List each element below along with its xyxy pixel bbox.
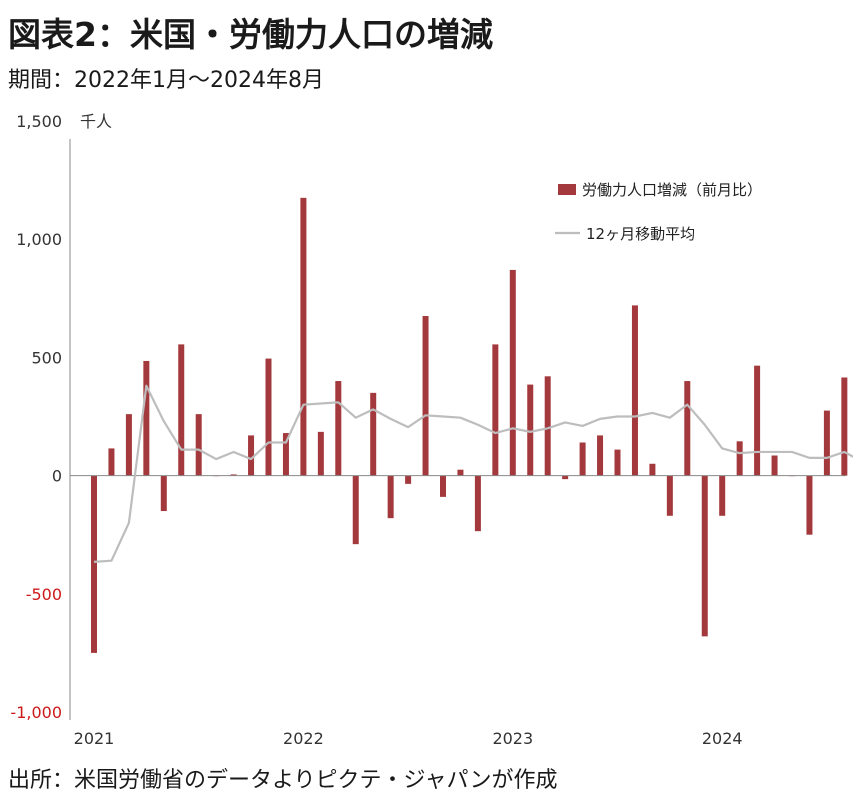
bar-labor-force-change xyxy=(230,474,237,476)
bar-labor-force-change xyxy=(771,455,778,476)
y-tick-label: 500 xyxy=(31,348,62,367)
bar-labor-force-change xyxy=(666,475,673,516)
bar-labor-force-change xyxy=(527,384,534,476)
bar-labor-force-change xyxy=(631,305,638,476)
bar-labor-force-change xyxy=(387,475,394,519)
bar-labor-force-change xyxy=(91,475,97,653)
bar-labor-force-change xyxy=(649,463,656,476)
bar-labor-force-change xyxy=(719,475,726,516)
bar-labor-force-change xyxy=(195,414,202,476)
bar-labor-force-change xyxy=(841,377,848,476)
bar-labor-force-change xyxy=(265,358,272,476)
bar-labor-force-change xyxy=(108,448,115,476)
bar-labor-force-change xyxy=(143,360,150,476)
bar-labor-force-change xyxy=(562,475,569,480)
bar-labor-force-change xyxy=(370,392,377,476)
bar-labor-force-change xyxy=(614,449,621,476)
bar-labor-force-change xyxy=(352,475,359,545)
bar-labor-force-change xyxy=(317,431,324,476)
x-tick-label: 2022 xyxy=(283,729,324,748)
bar-labor-force-change xyxy=(684,381,691,476)
bar-labor-force-change xyxy=(544,376,551,476)
bar-labor-force-change xyxy=(405,475,412,484)
bar-labor-force-change xyxy=(823,410,830,476)
bar-labor-force-change xyxy=(335,381,342,476)
bar-labor-force-change xyxy=(457,469,464,476)
bar-labor-force-change xyxy=(492,344,499,476)
chart-title: 図表2：米国・労働力人口の増減 xyxy=(8,15,493,54)
bar-labor-force-change xyxy=(754,365,761,476)
legend-swatch-bar xyxy=(558,184,576,195)
y-tick-label: -1,000 xyxy=(10,703,62,722)
bar-labor-force-change xyxy=(440,475,446,497)
bar-labor-force-change xyxy=(300,197,307,476)
bar-labor-force-change xyxy=(701,475,708,637)
y-tick-label: 1,500 xyxy=(16,112,62,131)
line-12m-moving-average xyxy=(93,384,853,563)
bar-labor-force-change xyxy=(178,344,185,476)
x-tick-label: 2023 xyxy=(492,729,533,748)
y-tick-label: 1,000 xyxy=(16,230,62,249)
y-tick-label: -500 xyxy=(26,585,62,604)
bar-labor-force-change xyxy=(160,475,167,512)
y-tick-label: 0 xyxy=(52,467,62,486)
bar-labor-force-change xyxy=(509,269,516,476)
legend-label-line: 12ヶ月移動平均 xyxy=(586,225,695,243)
y-unit-label: 千人 xyxy=(80,112,112,131)
bar-labor-force-change xyxy=(597,435,604,476)
bar-labor-force-change xyxy=(422,316,429,476)
bar-labor-force-change xyxy=(248,435,255,476)
bar-labor-force-change xyxy=(806,475,813,535)
bar-labor-force-change xyxy=(282,433,289,476)
bar-labor-force-change xyxy=(125,414,132,476)
bar-labor-force-change xyxy=(579,442,586,476)
x-tick-label: 2021 xyxy=(74,729,115,748)
source-note: 出所：米国労働省のデータよりピクテ・ジャパンが作成 xyxy=(8,768,558,793)
bar-labor-force-change xyxy=(474,475,481,532)
chart-period: 期間：2022年1月～2024年8月 xyxy=(8,68,324,93)
legend-label-bar: 労働力人口増減（前月比） xyxy=(582,181,762,199)
bar-labor-force-change xyxy=(736,441,743,476)
x-tick-label: 2024 xyxy=(702,729,743,748)
